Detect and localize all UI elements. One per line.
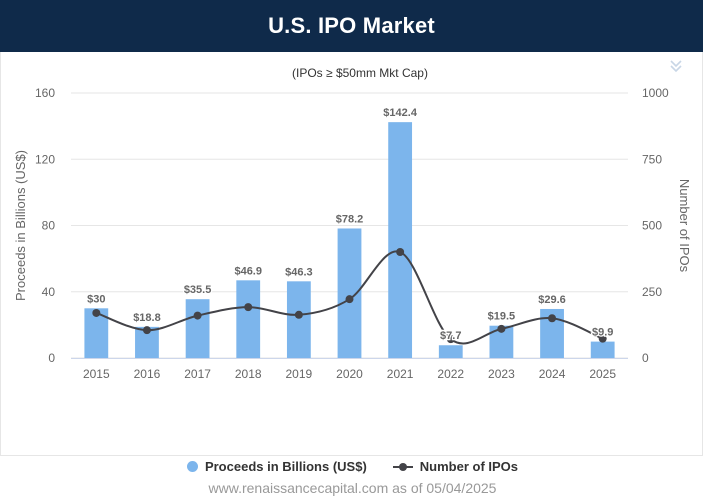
legend-item-ipos[interactable]: Number of IPOs [392, 458, 519, 474]
bar [540, 308, 564, 358]
ipo-count-point [497, 324, 506, 333]
bar-swatch-icon [186, 460, 198, 472]
bar-data-label: $9.9 [592, 327, 613, 339]
ipo-count-point [193, 311, 202, 320]
chart-area: (IPOs ≥ $50mm Mkt Cap) 0 40 80 120 160 0 250 5… [0, 52, 703, 496]
ipo-chart: (IPOs ≥ $50mm Mkt Cap) 0 40 80 120 160 0 250 5… [13, 66, 692, 381]
y-right-tick-label: 0 [642, 351, 649, 365]
legend-label-ipos: Number of IPOs [419, 458, 519, 474]
ipo-count-point [548, 314, 557, 323]
bar [438, 345, 463, 358]
ipo-count-point [345, 295, 354, 304]
grid-lines [71, 92, 628, 359]
y-right-tick-label: 1000 [642, 86, 669, 100]
y-axis-right: 0 250 500 750 1000 [642, 86, 669, 365]
bar-data-label: $29.6 [538, 294, 566, 306]
ipo-count-line [95, 250, 604, 345]
ipo-count-point [446, 335, 455, 344]
bar [185, 299, 210, 358]
x-tick-label: 2019 [286, 367, 313, 381]
y-axis-left-title: Proceeds in Billions (US$) [13, 150, 28, 301]
x-tick-label: 2023 [488, 367, 515, 381]
ipo-count-point [244, 303, 253, 312]
bar [236, 280, 261, 358]
bar [388, 122, 413, 359]
data-labels: $30 $18.8 $35.5 $46.9 $46.3 $78.2 $142.4 $7.7 $1… [86, 106, 615, 344]
y-left-tick-label: 0 [48, 351, 55, 365]
bar-data-label: $18.8 [133, 312, 161, 324]
legend-label-proceeds: Proceeds in Billions (US$) [204, 458, 367, 474]
x-tick-label: 2017 [184, 367, 211, 381]
x-tick-label: 2018 [235, 367, 262, 381]
x-tick-label: 2015 [83, 367, 110, 381]
chart-header: U.S. IPO Market [0, 0, 703, 52]
x-axis: 2015 2016 2017 2018 2019 2020 2021 2022 2023 2024… [83, 367, 616, 381]
line-series [92, 248, 607, 345]
credits: www.renaissancecapital.com as of 05/04/2… [208, 480, 497, 496]
bar-data-label: $46.3 [285, 266, 313, 278]
ipo-count-point [92, 308, 101, 317]
bar [489, 325, 514, 358]
bar-data-label: $19.5 [488, 311, 516, 323]
y-axis-right-title: Number of IPOs [677, 179, 692, 273]
bar-data-label: $142.4 [383, 107, 418, 119]
line-swatch-icon [392, 461, 413, 472]
bar [590, 341, 615, 358]
y-right-tick-label: 500 [642, 219, 662, 233]
y-right-tick-label: 250 [642, 285, 662, 299]
y-left-tick-label: 40 [42, 285, 56, 299]
y-axis-left: 0 40 80 120 160 [35, 86, 55, 365]
bar [286, 281, 311, 358]
ipo-count-point [294, 310, 303, 319]
x-tick-label: 2016 [134, 367, 161, 381]
x-tick-label: 2021 [387, 367, 414, 381]
bar-data-label: $46.9 [234, 265, 262, 277]
ipo-count-point [598, 334, 607, 343]
bar-data-label: $35.5 [184, 284, 212, 296]
bar-series [84, 122, 615, 359]
bar [84, 308, 109, 358]
ipo-count-point [396, 248, 405, 256]
bar [337, 228, 362, 358]
bar-data-label: $78.2 [336, 213, 364, 225]
bar [135, 326, 159, 358]
x-tick-label: 2025 [589, 367, 616, 381]
x-tick-label: 2024 [539, 367, 566, 381]
double-chevron-down-icon[interactable] [668, 58, 684, 74]
y-left-tick-label: 80 [42, 219, 56, 233]
y-right-tick-label: 750 [642, 152, 662, 166]
legend: Proceeds in Billions (US$) Number of IPO… [1, 456, 703, 476]
bar-data-label: $30 [87, 293, 105, 305]
ipo-count-point [142, 326, 151, 335]
bar-data-label: $7.7 [440, 330, 461, 342]
x-tick-label: 2020 [336, 367, 363, 381]
chart-title: U.S. IPO Market [268, 13, 435, 38]
x-tick-label: 2022 [437, 367, 464, 381]
legend-item-proceeds[interactable]: Proceeds in Billions (US$) [186, 458, 367, 474]
y-left-tick-label: 160 [35, 86, 55, 100]
y-left-tick-label: 120 [35, 152, 55, 166]
chart-subtitle: (IPOs ≥ $50mm Mkt Cap) [292, 66, 428, 80]
